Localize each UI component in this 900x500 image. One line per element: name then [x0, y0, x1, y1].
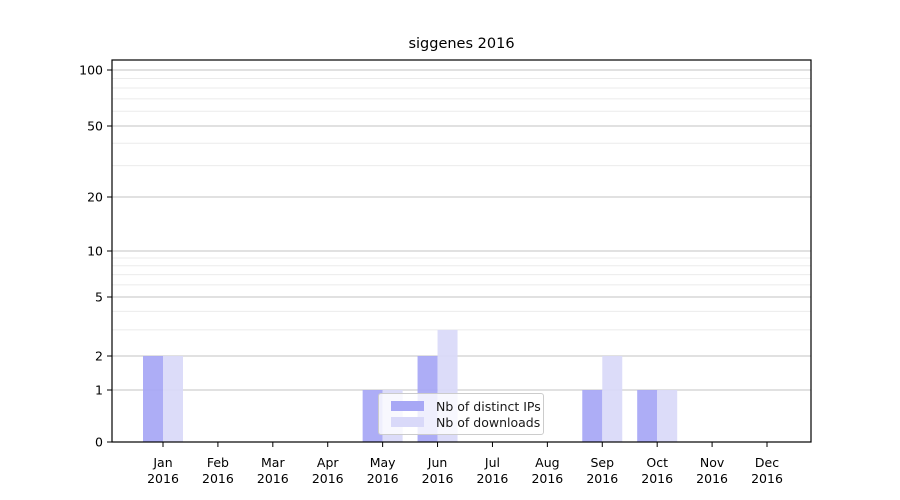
y-tick-label: 20 — [87, 190, 103, 205]
y-tick-label: 1 — [95, 383, 103, 398]
x-tick-label-month: Dec — [755, 455, 779, 470]
y-tick-label: 10 — [87, 244, 103, 259]
legend-swatch-distinct-ips — [391, 401, 424, 411]
y-tick-label: 50 — [87, 119, 103, 134]
x-tick-label-year: 2016 — [586, 471, 618, 486]
x-tick-label-month: Oct — [646, 455, 668, 470]
chart-title: siggenes 2016 — [408, 36, 515, 52]
x-tick-label-month: Apr — [317, 455, 339, 470]
x-tick-label-year: 2016 — [477, 471, 509, 486]
bar-jan-downloads — [163, 356, 183, 442]
legend: Nb of distinct IPs Nb of downloads — [378, 393, 544, 435]
x-tick-label-month: Nov — [700, 455, 725, 470]
bar-jan-distinct-ips — [143, 356, 163, 442]
x-tick-label-year: 2016 — [257, 471, 289, 486]
y-tick-label: 0 — [95, 435, 103, 450]
x-tick-label-year: 2016 — [696, 471, 728, 486]
bar-sep-downloads — [602, 356, 623, 442]
y-tick-label: 100 — [79, 63, 103, 78]
bar-oct-distinct-ips — [637, 390, 658, 442]
x-tick-label-year: 2016 — [422, 471, 454, 486]
bar-oct-downloads — [657, 390, 678, 442]
x-tick-label-month: Sep — [590, 455, 614, 470]
x-tick-label-month: May — [370, 455, 396, 470]
legend-swatch-downloads — [391, 417, 424, 427]
x-tick-label-month: Jan — [152, 455, 172, 470]
legend-item-downloads: Nb of downloads — [391, 414, 540, 430]
x-tick-label-year: 2016 — [202, 471, 234, 486]
legend-label-downloads: Nb of downloads — [436, 414, 541, 430]
x-tick-label-year: 2016 — [312, 471, 344, 486]
x-tick-label-year: 2016 — [751, 471, 783, 486]
x-tick-label-year: 2016 — [531, 471, 563, 486]
legend-label-distinct-ips: Nb of distinct IPs — [436, 398, 541, 414]
y-tick-label: 5 — [95, 290, 103, 305]
x-tick-label-year: 2016 — [367, 471, 399, 486]
x-tick-label-month: Mar — [261, 455, 285, 470]
x-tick-label-year: 2016 — [147, 471, 179, 486]
x-tick-label-month: Jun — [427, 455, 448, 470]
bar-may-distinct-ips — [362, 390, 383, 442]
bar-sep-distinct-ips — [582, 390, 603, 442]
legend-item-distinct-ips: Nb of distinct IPs — [391, 398, 541, 414]
x-tick-label-month: Aug — [535, 455, 559, 470]
x-tick-label-year: 2016 — [641, 471, 673, 486]
x-tick-label-month: Feb — [207, 455, 229, 470]
y-tick-label: 2 — [95, 349, 103, 364]
x-tick-label-month: Jul — [484, 455, 500, 470]
